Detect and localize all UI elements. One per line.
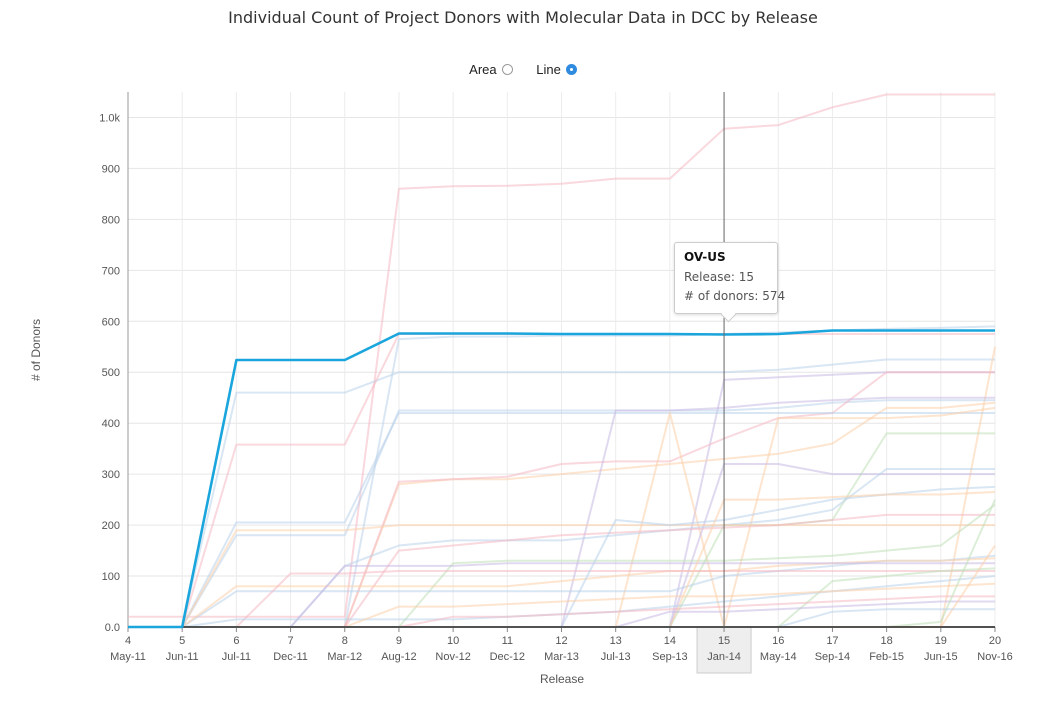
x-tick-date-label: Dec-12	[490, 651, 525, 663]
x-tick-date-label: Sep-14	[815, 651, 850, 663]
area-option[interactable]: Area	[469, 62, 513, 77]
area-option-label: Area	[469, 62, 497, 77]
x-tick-label: 4	[125, 635, 131, 647]
x-tick-date-label: Mar-12	[327, 651, 362, 663]
x-tick-date-label: Jun-11	[166, 651, 199, 663]
x-tick-label: 10	[447, 635, 459, 647]
x-tick-label: 16	[772, 635, 784, 647]
x-tick-label: 8	[342, 635, 348, 647]
line-option[interactable]: Line	[536, 62, 577, 77]
highlight-category-box	[696, 626, 752, 674]
series-line[interactable]	[128, 399, 995, 628]
series-line[interactable]	[128, 570, 995, 628]
y-tick-label: 800	[102, 214, 120, 226]
x-tick-date-label: May-11	[110, 651, 146, 663]
y-tick-label: 200	[102, 520, 120, 532]
x-tick-date-label: Nov-12	[435, 651, 470, 663]
x-tick-date-label: Sep-13	[652, 651, 687, 663]
tooltip-title: OV-US	[684, 250, 726, 264]
x-tick-date-label: Jun-15	[924, 651, 958, 663]
x-tick-label: 13	[610, 635, 622, 647]
y-tick-label: 500	[102, 367, 120, 379]
x-tick-label: 18	[881, 635, 893, 647]
y-tick-label: 400	[102, 418, 120, 430]
y-tick-label: 300	[102, 469, 120, 481]
line-option-label: Line	[536, 62, 561, 77]
x-tick-label: 12	[555, 635, 567, 647]
y-tick-label: 700	[102, 265, 120, 277]
series-line[interactable]	[128, 93, 995, 618]
x-tick-date-label: Feb-15	[869, 651, 904, 663]
x-tick-date-label: Nov-16	[977, 651, 1012, 663]
area-radio[interactable]	[501, 64, 513, 75]
x-tick-label: 15	[718, 635, 730, 647]
x-tick-label: 14	[664, 635, 676, 647]
x-tick-label: 11	[502, 635, 513, 647]
x-tick-label: 19	[935, 635, 947, 647]
y-tick-label: 600	[102, 316, 120, 328]
series-line[interactable]	[128, 358, 995, 628]
y-tick-label: 900	[102, 163, 120, 175]
x-tick-date-label: Aug-12	[381, 651, 416, 663]
tooltip-donors: # of donors: 574	[684, 289, 786, 303]
series-line[interactable]	[128, 524, 995, 628]
data-tooltip: OV-US Release: 15 # of donors: 574	[674, 242, 786, 314]
line-radio[interactable]	[565, 64, 577, 75]
series-line-highlighted[interactable]	[128, 329, 995, 629]
tooltip-release: Release: 15	[684, 270, 755, 284]
x-tick-label: 5	[179, 635, 185, 647]
chart-type-toggle: Area Line	[0, 62, 1046, 77]
x-axis-label: Release	[540, 672, 584, 686]
x-tick-date-label: May-14	[760, 651, 797, 663]
y-tick-label: 100	[102, 571, 120, 583]
y-tick-label: 0.0	[105, 622, 120, 634]
x-tick-label: 17	[826, 635, 838, 647]
x-tick-label: 20	[989, 635, 1001, 647]
x-tick-date-label: Jul-11	[222, 651, 251, 663]
x-tick-date-label: Jul-13	[601, 651, 631, 663]
chart-title: Individual Count of Project Donors with …	[228, 8, 818, 27]
x-tick-date-label: Dec-11	[273, 651, 308, 663]
x-tick-label: 6	[233, 635, 239, 647]
y-tick-label: 1.0k	[99, 112, 120, 124]
series-line[interactable]	[128, 412, 995, 628]
x-tick-date-label: Mar-13	[544, 651, 579, 663]
y-axis-label: # of Donors	[29, 319, 43, 381]
x-tick-label: 7	[288, 635, 294, 647]
x-tick-label: 9	[396, 635, 402, 647]
x-tick-date-label: Jan-14	[707, 651, 741, 663]
